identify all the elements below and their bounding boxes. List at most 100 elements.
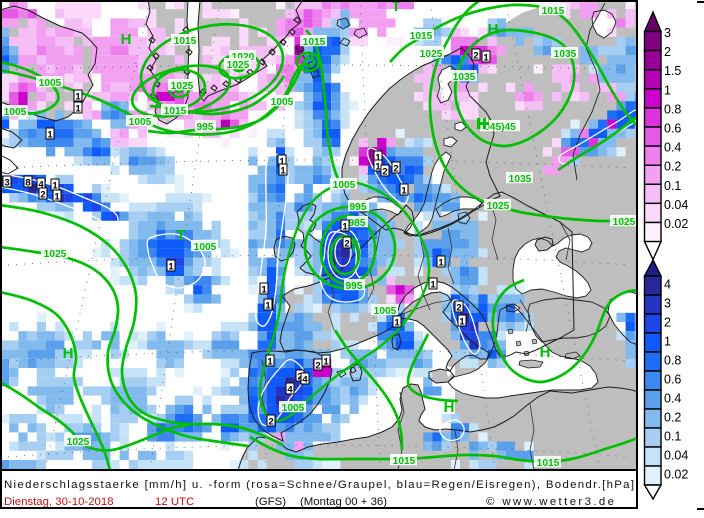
- svg-text:1: 1: [52, 181, 58, 192]
- svg-text:2: 2: [40, 190, 45, 201]
- svg-text:0.02: 0.02: [664, 468, 688, 482]
- svg-text:1: 1: [664, 83, 671, 97]
- svg-text:1: 1: [664, 335, 671, 349]
- svg-text:1: 1: [261, 285, 267, 296]
- svg-text:995: 995: [346, 281, 363, 292]
- svg-text:1: 1: [483, 53, 489, 64]
- svg-text:1035: 1035: [453, 72, 476, 83]
- svg-text:1015: 1015: [303, 37, 326, 48]
- svg-text:0.6: 0.6: [664, 373, 681, 387]
- svg-text:0.6: 0.6: [664, 122, 681, 136]
- svg-text:1005: 1005: [4, 107, 27, 118]
- svg-text:1015: 1015: [174, 36, 197, 47]
- svg-text:3: 3: [664, 26, 671, 40]
- svg-text:0.02: 0.02: [664, 217, 688, 231]
- svg-text:2: 2: [382, 167, 387, 178]
- svg-text:Dienstag, 30-10-2018: Dienstag, 30-10-2018: [4, 496, 114, 508]
- svg-text:4: 4: [302, 375, 308, 386]
- svg-text:T: T: [349, 238, 358, 255]
- svg-text:1025: 1025: [67, 437, 90, 448]
- svg-text:2: 2: [268, 417, 273, 428]
- svg-text:T: T: [391, 0, 400, 15]
- svg-text:1005: 1005: [129, 117, 152, 128]
- svg-text:T: T: [176, 227, 185, 244]
- svg-text:(GFS): (GFS): [255, 496, 286, 508]
- svg-text:1015: 1015: [164, 106, 187, 117]
- svg-text:1: 1: [323, 357, 329, 368]
- svg-text:3: 3: [664, 297, 671, 311]
- svg-text:2: 2: [664, 316, 671, 330]
- svg-text:H: H: [63, 345, 74, 362]
- svg-text:1: 1: [280, 166, 286, 177]
- svg-text:4: 4: [287, 385, 293, 396]
- svg-text:995: 995: [197, 122, 214, 133]
- svg-text:1015: 1015: [393, 456, 416, 467]
- svg-text:4: 4: [664, 278, 671, 292]
- svg-text:1005: 1005: [271, 97, 294, 108]
- svg-text:1025: 1025: [487, 201, 510, 212]
- svg-text:12 UTC: 12 UTC: [155, 496, 194, 508]
- svg-text:© www.wetter3.de: © www.wetter3.de: [486, 496, 614, 508]
- svg-text:0.04: 0.04: [664, 449, 688, 463]
- svg-text:1: 1: [375, 153, 381, 164]
- svg-text:H: H: [121, 31, 132, 48]
- svg-text:2: 2: [456, 303, 461, 314]
- svg-text:1035: 1035: [554, 49, 577, 60]
- svg-text:0.1: 0.1: [664, 430, 681, 444]
- svg-text:1: 1: [394, 318, 400, 329]
- svg-text:H: H: [540, 344, 551, 361]
- svg-text:995: 995: [350, 202, 367, 213]
- svg-text:1: 1: [267, 357, 273, 368]
- svg-text:1.5: 1.5: [664, 64, 681, 78]
- svg-text:(Montag 00 + 36): (Montag 00 + 36): [300, 496, 387, 508]
- svg-text:Niederschlagsstaerke [mm/h] u.: Niederschlagsstaerke [mm/h] u. -form (ro…: [4, 479, 634, 491]
- svg-text:3: 3: [4, 178, 9, 189]
- svg-text:1: 1: [265, 301, 271, 312]
- svg-text:0.4: 0.4: [664, 392, 681, 406]
- svg-text:0.1: 0.1: [664, 179, 681, 193]
- svg-text:1: 1: [279, 157, 285, 168]
- svg-text:1005: 1005: [333, 180, 356, 191]
- svg-text:1: 1: [459, 317, 465, 328]
- svg-text:1025: 1025: [44, 249, 67, 260]
- svg-text:0.2: 0.2: [664, 160, 681, 174]
- svg-text:1015: 1015: [537, 458, 560, 469]
- svg-text:1: 1: [54, 192, 60, 203]
- svg-text:2: 2: [473, 51, 478, 62]
- svg-text:1025: 1025: [420, 49, 443, 60]
- svg-text:1020: 1020: [232, 52, 255, 63]
- svg-text:2: 2: [664, 45, 671, 59]
- svg-text:1: 1: [375, 162, 381, 173]
- svg-text:4: 4: [38, 180, 44, 191]
- svg-text:8: 8: [25, 178, 30, 189]
- svg-text:1: 1: [438, 258, 444, 269]
- svg-text:0.04: 0.04: [664, 198, 688, 212]
- svg-text:H: H: [488, 21, 499, 38]
- svg-text:1: 1: [342, 222, 348, 233]
- svg-text:1025: 1025: [227, 60, 250, 71]
- svg-text:1: 1: [75, 104, 81, 115]
- svg-text:1: 1: [75, 92, 81, 103]
- svg-text:1: 1: [168, 262, 174, 273]
- svg-text:0.4: 0.4: [664, 141, 681, 155]
- svg-text:1035: 1035: [509, 174, 532, 185]
- svg-text:0.2: 0.2: [664, 411, 681, 425]
- svg-text:1005: 1005: [282, 403, 305, 414]
- svg-text:045)45: 045)45: [484, 122, 516, 133]
- svg-text:2: 2: [344, 239, 349, 250]
- svg-text:2: 2: [315, 361, 320, 372]
- svg-text:1005: 1005: [194, 242, 217, 253]
- svg-text:1015: 1015: [542, 6, 565, 17]
- svg-text:1005: 1005: [39, 78, 62, 89]
- svg-text:0.8: 0.8: [664, 354, 681, 368]
- svg-text:1025: 1025: [613, 217, 636, 228]
- svg-text:H: H: [444, 399, 455, 416]
- svg-text:1: 1: [401, 186, 407, 197]
- svg-text:1005: 1005: [374, 306, 397, 317]
- svg-text:2: 2: [393, 164, 398, 175]
- svg-text:0.8: 0.8: [664, 102, 681, 116]
- svg-text:1015: 1015: [410, 31, 433, 42]
- svg-text:1: 1: [430, 280, 436, 291]
- svg-text:2: 2: [297, 372, 302, 383]
- svg-text:1: 1: [47, 130, 53, 141]
